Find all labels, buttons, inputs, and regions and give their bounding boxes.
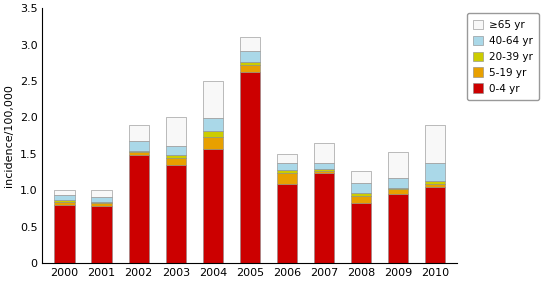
- Bar: [54, 205, 75, 263]
- Bar: [54, 195, 75, 201]
- Bar: [388, 194, 408, 263]
- Bar: [54, 190, 75, 195]
- Bar: [351, 193, 371, 196]
- Bar: [166, 165, 186, 263]
- Bar: [277, 173, 297, 184]
- Bar: [129, 155, 149, 263]
- Bar: [129, 141, 149, 151]
- Bar: [277, 154, 297, 162]
- Bar: [203, 137, 223, 149]
- Bar: [314, 169, 334, 171]
- Bar: [425, 186, 445, 263]
- Bar: [351, 196, 371, 203]
- Bar: [425, 125, 445, 162]
- Bar: [129, 125, 149, 141]
- Bar: [388, 190, 408, 194]
- Bar: [239, 72, 260, 263]
- Bar: [239, 65, 260, 72]
- Bar: [54, 201, 75, 202]
- Bar: [351, 171, 371, 183]
- Bar: [129, 152, 149, 155]
- Bar: [351, 183, 371, 193]
- Bar: [277, 184, 297, 263]
- Bar: [239, 51, 260, 62]
- Bar: [277, 170, 297, 173]
- Bar: [91, 190, 112, 197]
- Bar: [54, 202, 75, 205]
- Bar: [425, 184, 445, 186]
- Bar: [277, 162, 297, 170]
- Bar: [388, 188, 408, 190]
- Bar: [388, 178, 408, 188]
- Bar: [314, 163, 334, 169]
- Y-axis label: incidence/100,000: incidence/100,000: [4, 84, 14, 187]
- Bar: [166, 158, 186, 165]
- Bar: [91, 203, 112, 206]
- Bar: [314, 173, 334, 263]
- Bar: [203, 131, 223, 137]
- Bar: [203, 118, 223, 131]
- Bar: [166, 155, 186, 158]
- Bar: [91, 202, 112, 203]
- Bar: [166, 117, 186, 146]
- Bar: [239, 37, 260, 51]
- Bar: [425, 162, 445, 181]
- Bar: [314, 171, 334, 173]
- Bar: [314, 143, 334, 163]
- Bar: [239, 62, 260, 65]
- Bar: [91, 206, 112, 263]
- Bar: [203, 81, 223, 118]
- Bar: [129, 151, 149, 152]
- Bar: [351, 203, 371, 263]
- Bar: [91, 197, 112, 202]
- Bar: [203, 149, 223, 263]
- Bar: [388, 152, 408, 178]
- Legend: ≥65 yr, 40-64 yr, 20-39 yr, 5-19 yr, 0-4 yr: ≥65 yr, 40-64 yr, 20-39 yr, 5-19 yr, 0-4…: [467, 13, 539, 100]
- Bar: [425, 181, 445, 184]
- Bar: [166, 146, 186, 155]
